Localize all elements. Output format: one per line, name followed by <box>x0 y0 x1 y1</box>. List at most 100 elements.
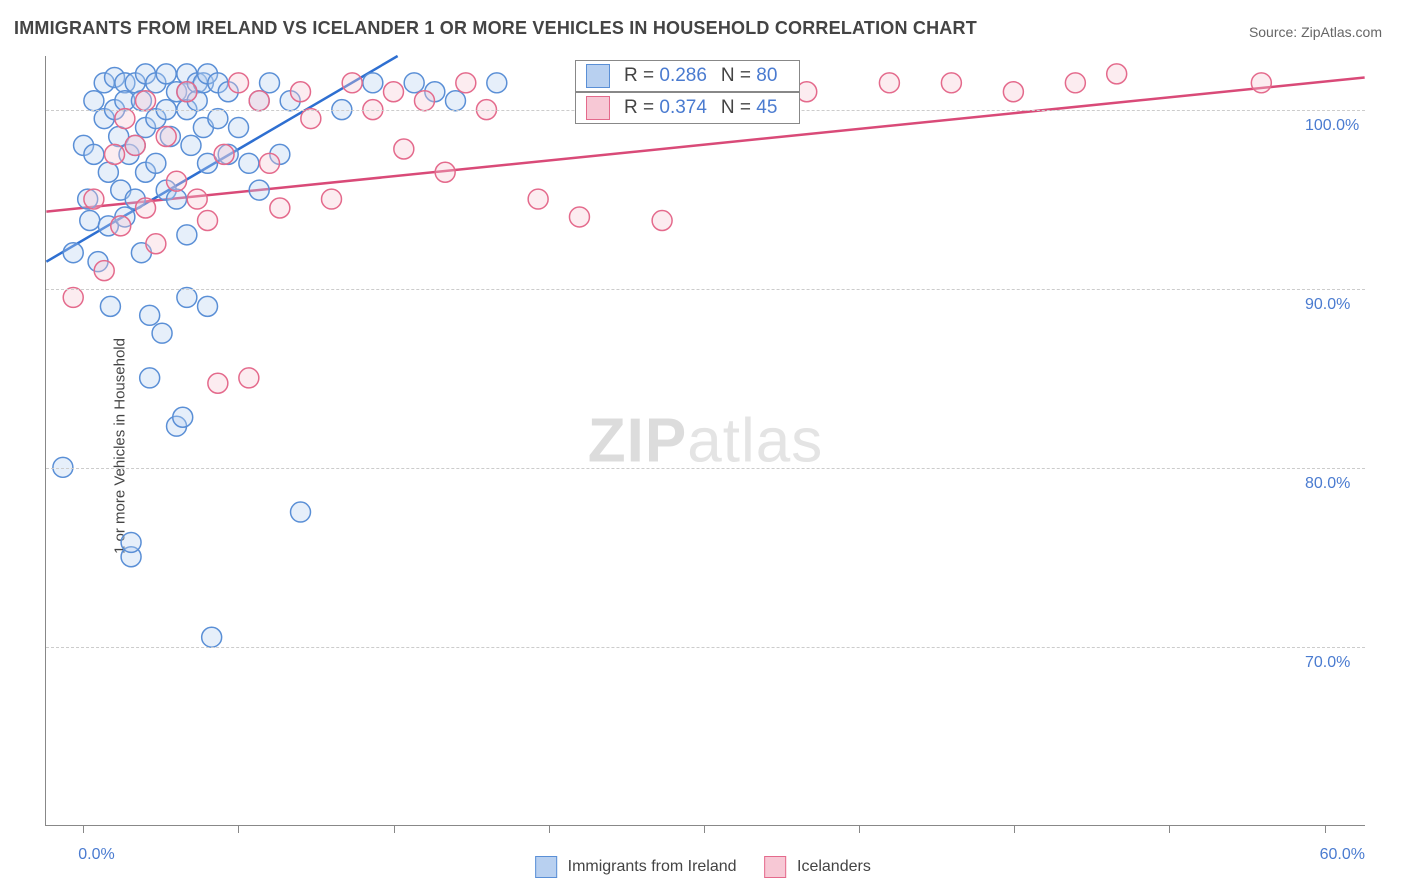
y-tick-label: 80.0% <box>1305 475 1350 493</box>
icelanders-point <box>146 234 166 254</box>
y-tick-label: 70.0% <box>1305 654 1350 672</box>
ireland-point <box>121 532 141 552</box>
ireland-point <box>152 323 172 343</box>
x-tick <box>238 825 239 833</box>
icelanders-point <box>1251 73 1271 93</box>
icelanders-point <box>301 109 321 129</box>
icelanders-point <box>63 287 83 307</box>
icelanders-point <box>652 211 672 231</box>
icelanders-point <box>105 144 125 164</box>
icelanders-point <box>394 139 414 159</box>
x-tick <box>1169 825 1170 833</box>
x-tick-label: 60.0% <box>1320 846 1365 864</box>
icelanders-point <box>456 73 476 93</box>
plot-area: ZIPatlas <box>45 56 1365 826</box>
ireland-point <box>363 73 383 93</box>
x-tick <box>83 825 84 833</box>
swatch-icelanders-icon <box>586 96 610 120</box>
ireland-point <box>140 305 160 325</box>
ireland-point <box>202 627 222 647</box>
icelanders-point <box>1065 73 1085 93</box>
gridline <box>46 289 1365 290</box>
corr-r-label: R = 0.286 <box>624 65 707 87</box>
ireland-point <box>404 73 424 93</box>
icelanders-point <box>270 198 290 218</box>
ireland-point <box>177 287 197 307</box>
legend-item-ireland: Immigrants from Ireland <box>535 856 736 878</box>
ireland-point <box>260 73 280 93</box>
ireland-point <box>181 135 201 155</box>
corr-r-label: R = 0.374 <box>624 97 707 119</box>
ireland-point <box>173 407 193 427</box>
icelanders-point <box>214 144 234 164</box>
icelanders-point <box>384 82 404 102</box>
legend-item-icelanders: Icelanders <box>765 856 871 878</box>
gridline <box>46 468 1365 469</box>
ireland-point <box>208 109 228 129</box>
ireland-point <box>445 91 465 111</box>
icelanders-point <box>115 109 135 129</box>
legend-bottom: Immigrants from Ireland Icelanders <box>535 856 871 878</box>
icelanders-point <box>229 73 249 93</box>
ireland-point <box>229 118 249 138</box>
ireland-point <box>198 296 218 316</box>
icelanders-point <box>879 73 899 93</box>
icelanders-point <box>84 189 104 209</box>
swatch-icelanders-icon <box>765 856 787 878</box>
ireland-point <box>80 211 100 231</box>
ireland-point <box>291 502 311 522</box>
icelanders-point <box>156 126 176 146</box>
ireland-point <box>487 73 507 93</box>
icelanders-point <box>322 189 342 209</box>
icelanders-point <box>1107 64 1127 84</box>
icelanders-point <box>167 171 187 191</box>
icelanders-point <box>569 207 589 227</box>
icelanders-point <box>136 198 156 218</box>
icelanders-point <box>94 261 114 281</box>
ireland-point <box>98 162 118 182</box>
icelanders-point <box>941 73 961 93</box>
icelanders-point <box>342 73 362 93</box>
x-tick <box>1325 825 1326 833</box>
legend-label-ireland: Immigrants from Ireland <box>568 858 737 875</box>
ireland-point <box>63 243 83 263</box>
ireland-point <box>167 189 187 209</box>
swatch-ireland-icon <box>535 856 557 878</box>
icelanders-point <box>1003 82 1023 102</box>
ireland-point <box>177 225 197 245</box>
icelanders-point <box>260 153 280 173</box>
ireland-point <box>100 296 120 316</box>
correlation-box-icelanders: R = 0.374 N = 45 <box>575 92 800 124</box>
icelanders-point <box>414 91 434 111</box>
legend-label-icelanders: Icelanders <box>797 858 871 875</box>
icelanders-point <box>187 189 207 209</box>
icelanders-point <box>208 373 228 393</box>
scatter-svg <box>46 56 1365 825</box>
x-tick <box>704 825 705 833</box>
x-tick <box>859 825 860 833</box>
corr-n-label: N = 80 <box>721 65 778 87</box>
source-attribution: Source: ZipAtlas.com <box>1249 24 1382 40</box>
ireland-point <box>140 368 160 388</box>
ireland-point <box>84 144 104 164</box>
icelanders-point <box>291 82 311 102</box>
ireland-point <box>156 64 176 84</box>
icelanders-point <box>435 162 455 182</box>
ireland-point <box>84 91 104 111</box>
swatch-ireland-icon <box>586 64 610 88</box>
icelanders-point <box>198 211 218 231</box>
ireland-point <box>239 153 259 173</box>
correlation-box-ireland: R = 0.286 N = 80 <box>575 60 800 92</box>
y-tick-label: 90.0% <box>1305 296 1350 314</box>
x-tick <box>1014 825 1015 833</box>
x-tick <box>394 825 395 833</box>
ireland-point <box>146 153 166 173</box>
y-tick-label: 100.0% <box>1305 117 1359 135</box>
ireland-point <box>249 180 269 200</box>
x-tick-label: 0.0% <box>78 846 114 864</box>
icelanders-point <box>177 82 197 102</box>
icelanders-point <box>249 91 269 111</box>
corr-n-label: N = 45 <box>721 97 778 119</box>
icelanders-point <box>239 368 259 388</box>
icelanders-point <box>125 135 145 155</box>
